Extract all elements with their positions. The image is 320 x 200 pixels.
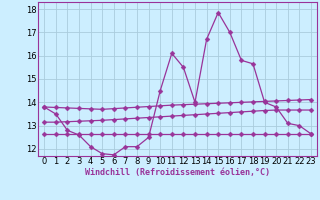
X-axis label: Windchill (Refroidissement éolien,°C): Windchill (Refroidissement éolien,°C) <box>85 168 270 177</box>
